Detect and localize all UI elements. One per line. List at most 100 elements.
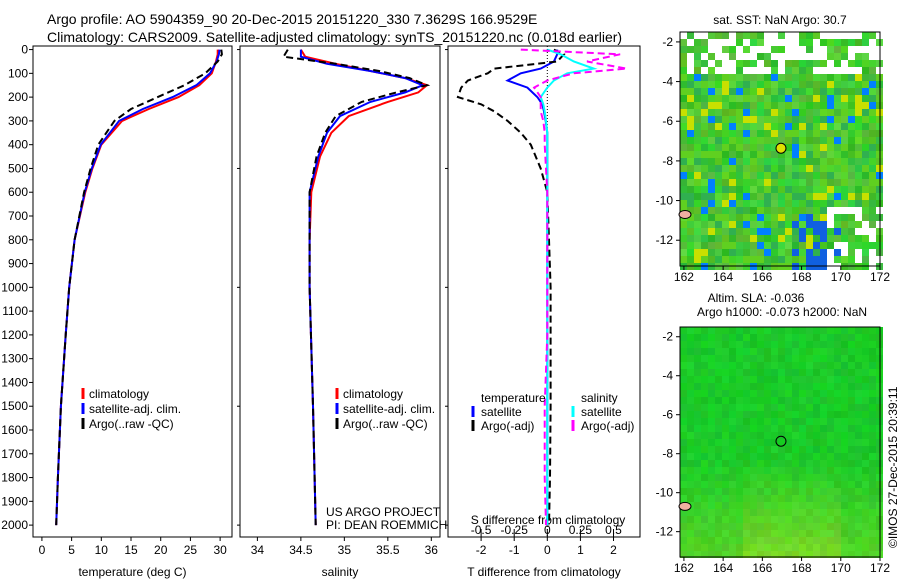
map-cell <box>848 327 855 334</box>
map-cell <box>757 544 764 551</box>
map-cell <box>806 488 813 495</box>
map-cell <box>785 214 792 221</box>
map-cell <box>792 60 799 67</box>
map-cell <box>862 509 869 516</box>
map-cell <box>750 362 757 369</box>
map-cell <box>729 235 736 242</box>
map-cell <box>708 158 715 165</box>
map-cell <box>764 551 771 558</box>
map-cell <box>701 165 708 172</box>
map-cell <box>729 397 736 404</box>
map-cell <box>813 460 820 467</box>
map-cell <box>680 39 687 46</box>
map-cell <box>820 495 827 502</box>
map-cell <box>715 376 722 383</box>
map-cell <box>778 151 785 158</box>
map-cell <box>757 102 764 109</box>
map-cell <box>862 123 869 130</box>
map-cell <box>820 523 827 530</box>
map-cell <box>869 397 876 404</box>
map-cell <box>792 193 799 200</box>
map-cell <box>729 88 736 95</box>
y-tick-label: 200 <box>8 90 28 104</box>
map-cell <box>757 32 764 39</box>
map-cell <box>785 60 792 67</box>
y-tick-label: 500 <box>8 161 28 175</box>
map-cell <box>680 362 687 369</box>
map-cell <box>827 39 834 46</box>
map-cell <box>701 172 708 179</box>
map-cell <box>848 376 855 383</box>
map-cell <box>708 383 715 390</box>
map-cell <box>785 411 792 418</box>
map-cell <box>778 460 785 467</box>
map-cell <box>694 179 701 186</box>
map-cell <box>743 256 750 263</box>
map-cell <box>743 362 750 369</box>
map-cell <box>694 355 701 362</box>
map-cell <box>687 256 694 263</box>
map-cell <box>848 81 855 88</box>
map-cell <box>834 425 841 432</box>
map-cell <box>694 186 701 193</box>
map-cell <box>834 523 841 530</box>
map-cell <box>827 530 834 537</box>
map-cell <box>757 537 764 544</box>
map-cell <box>687 81 694 88</box>
map-cell <box>729 474 736 481</box>
map-cell <box>778 495 785 502</box>
series-argo-raw-qc- <box>281 49 431 526</box>
map-cell <box>715 186 722 193</box>
map-cell <box>862 355 869 362</box>
map-cell <box>792 523 799 530</box>
map-cell <box>806 460 813 467</box>
map-cell <box>848 193 855 200</box>
map-cell <box>813 165 820 172</box>
map-cell <box>750 39 757 46</box>
map-cell <box>715 516 722 523</box>
map-cell <box>827 334 834 341</box>
map-cell <box>694 376 701 383</box>
pi-annotation: PI: DEAN ROEMMICH <box>326 518 447 532</box>
map-cell <box>680 467 687 474</box>
map-cell <box>792 502 799 509</box>
map-cell <box>736 137 743 144</box>
map-cell <box>834 467 841 474</box>
map-cell <box>736 158 743 165</box>
map-cell <box>764 193 771 200</box>
map-cell <box>715 60 722 67</box>
map-cell <box>834 186 841 193</box>
map-cell <box>743 102 750 109</box>
map-cell <box>820 158 827 165</box>
map-cell <box>708 32 715 39</box>
map-cell <box>729 404 736 411</box>
map-cell <box>743 95 750 102</box>
map-cell <box>869 355 876 362</box>
map-cell <box>743 460 750 467</box>
map-cell <box>862 411 869 418</box>
map-cell <box>680 509 687 516</box>
y-tick-label: 2000 <box>1 518 28 532</box>
map-cell <box>694 348 701 355</box>
map-cell <box>855 537 862 544</box>
s-tick-label: -0.25 <box>501 523 529 537</box>
map-cell <box>757 425 764 432</box>
map-cell <box>687 341 694 348</box>
map-cell <box>792 67 799 74</box>
map-cell <box>834 137 841 144</box>
map-cell <box>687 179 694 186</box>
map-cell <box>757 186 764 193</box>
map-cell <box>778 88 785 95</box>
map-cell <box>869 60 876 67</box>
map-cell <box>813 481 820 488</box>
map-cell <box>806 256 813 263</box>
map-cell <box>750 137 757 144</box>
map-cell <box>743 81 750 88</box>
map-cell <box>687 137 694 144</box>
map-cell <box>757 502 764 509</box>
map-cell <box>708 193 715 200</box>
map-cell <box>869 207 876 214</box>
map-cell <box>750 242 757 249</box>
map-cell <box>736 355 743 362</box>
map-cell <box>736 551 743 558</box>
